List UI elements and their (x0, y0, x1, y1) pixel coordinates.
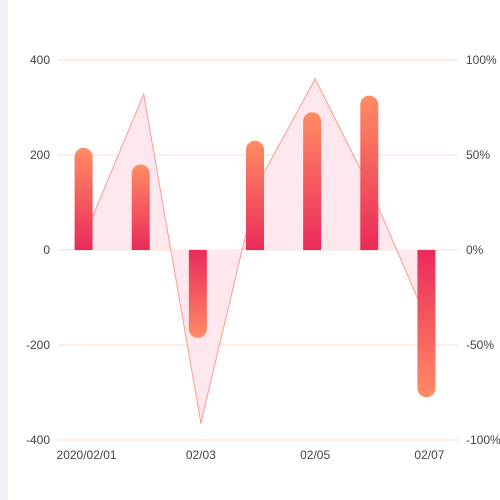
left-axis-tick-label: 400 (30, 53, 50, 67)
x-axis-tick-label: 2020/02/01 (57, 448, 117, 462)
bar (74, 147, 93, 250)
area-point (314, 78, 316, 80)
x-axis-tick-label: 02/05 (300, 448, 330, 462)
area-point (200, 422, 202, 424)
right-axis-tick-label: 0% (466, 243, 484, 257)
left-axis-tick-label: -200 (26, 338, 50, 352)
left-axis-tick-label: -400 (26, 433, 50, 447)
bar (417, 250, 436, 398)
percent-area-series (85, 77, 431, 424)
right-axis-tick-label: 50% (466, 148, 490, 162)
left-axis-tick-label: 200 (30, 148, 50, 162)
left-axis-labels: 400 200 0 -200 -400 (26, 53, 50, 447)
bar (303, 112, 322, 250)
right-axis-tick-label: -50% (466, 338, 494, 352)
x-axis-tick-label: 02/03 (186, 448, 216, 462)
bar (246, 140, 264, 250)
bar (360, 95, 379, 250)
right-axis-tick-label: 100% (466, 53, 497, 67)
bar (131, 164, 150, 250)
value-bar-series (74, 95, 436, 398)
right-axis-tick-label: -100% (466, 433, 500, 447)
area-fill (86, 79, 430, 423)
x-axis-tick-label: 02/07 (414, 448, 444, 462)
x-axis-labels: 2020/02/01 02/03 02/05 02/07 (57, 448, 445, 462)
right-axis-labels: 100% 50% 0% -50% -100% (466, 53, 500, 447)
bar (188, 250, 207, 338)
left-axis-tick-label: 0 (43, 243, 50, 257)
left-rail (0, 0, 8, 500)
area-point (142, 93, 145, 95)
